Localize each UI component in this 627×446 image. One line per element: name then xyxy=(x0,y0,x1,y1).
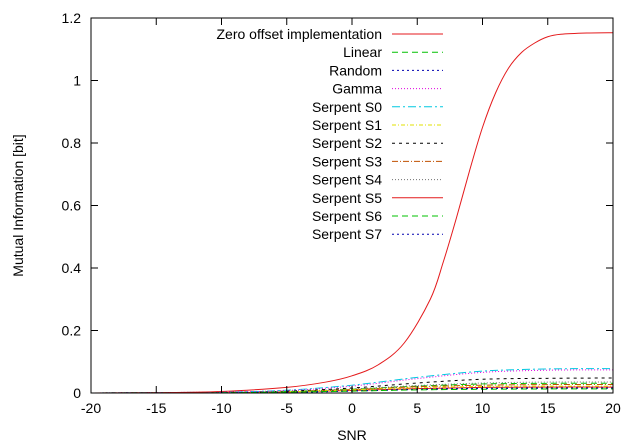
legend-label: Random xyxy=(329,62,382,78)
legend-label: Serpent S7 xyxy=(312,226,382,242)
legend-label: Gamma xyxy=(332,81,382,97)
y-axis-label: Mutual Information [bit] xyxy=(10,134,26,276)
legend: Zero offset implementation Linear Random Ga… xyxy=(217,26,443,242)
x-tick-label: 10 xyxy=(475,400,491,416)
legend-label: Serpent S0 xyxy=(312,99,382,115)
x-tick-label: 0 xyxy=(348,400,356,416)
x-tick-label: -15 xyxy=(146,400,166,416)
y-tick-label: 1.2 xyxy=(62,10,82,26)
legend-label: Serpent S5 xyxy=(312,190,382,206)
y-tick-label: 0.4 xyxy=(62,260,82,276)
x-tick-label: 15 xyxy=(540,400,556,416)
legend-label: Linear xyxy=(343,44,382,60)
y-tick-label: 1 xyxy=(73,73,81,89)
x-tick-label: 5 xyxy=(413,400,421,416)
y-tick-label: 0.6 xyxy=(62,198,82,214)
x-tick-label: -5 xyxy=(281,400,294,416)
x-tick-label: 20 xyxy=(605,400,621,416)
ticks-layer: -20 -15 -10 -5 0 5 10 15 20 0 0.2 0.4 0.6 0.8 1 1.2 xyxy=(62,10,621,416)
x-tick-label: -20 xyxy=(81,400,101,416)
y-tick-label: 0.2 xyxy=(62,323,82,339)
legend-label: Serpent S6 xyxy=(312,208,382,224)
x-tick-label: -10 xyxy=(211,400,231,416)
legend-label: Serpent S4 xyxy=(312,172,382,188)
y-tick-label: 0.8 xyxy=(62,135,82,151)
legend-label: Serpent S1 xyxy=(312,117,382,133)
series-line-8 xyxy=(91,381,613,393)
y-tick-label: 0 xyxy=(73,385,81,401)
legend-label: Zero offset implementation xyxy=(217,26,383,42)
series-line-5 xyxy=(91,385,613,393)
x-axis-label: SNR xyxy=(337,427,367,443)
series-line-6 xyxy=(91,377,613,393)
legend-label: Serpent S2 xyxy=(312,135,382,151)
legend-label: Serpent S3 xyxy=(312,153,382,169)
